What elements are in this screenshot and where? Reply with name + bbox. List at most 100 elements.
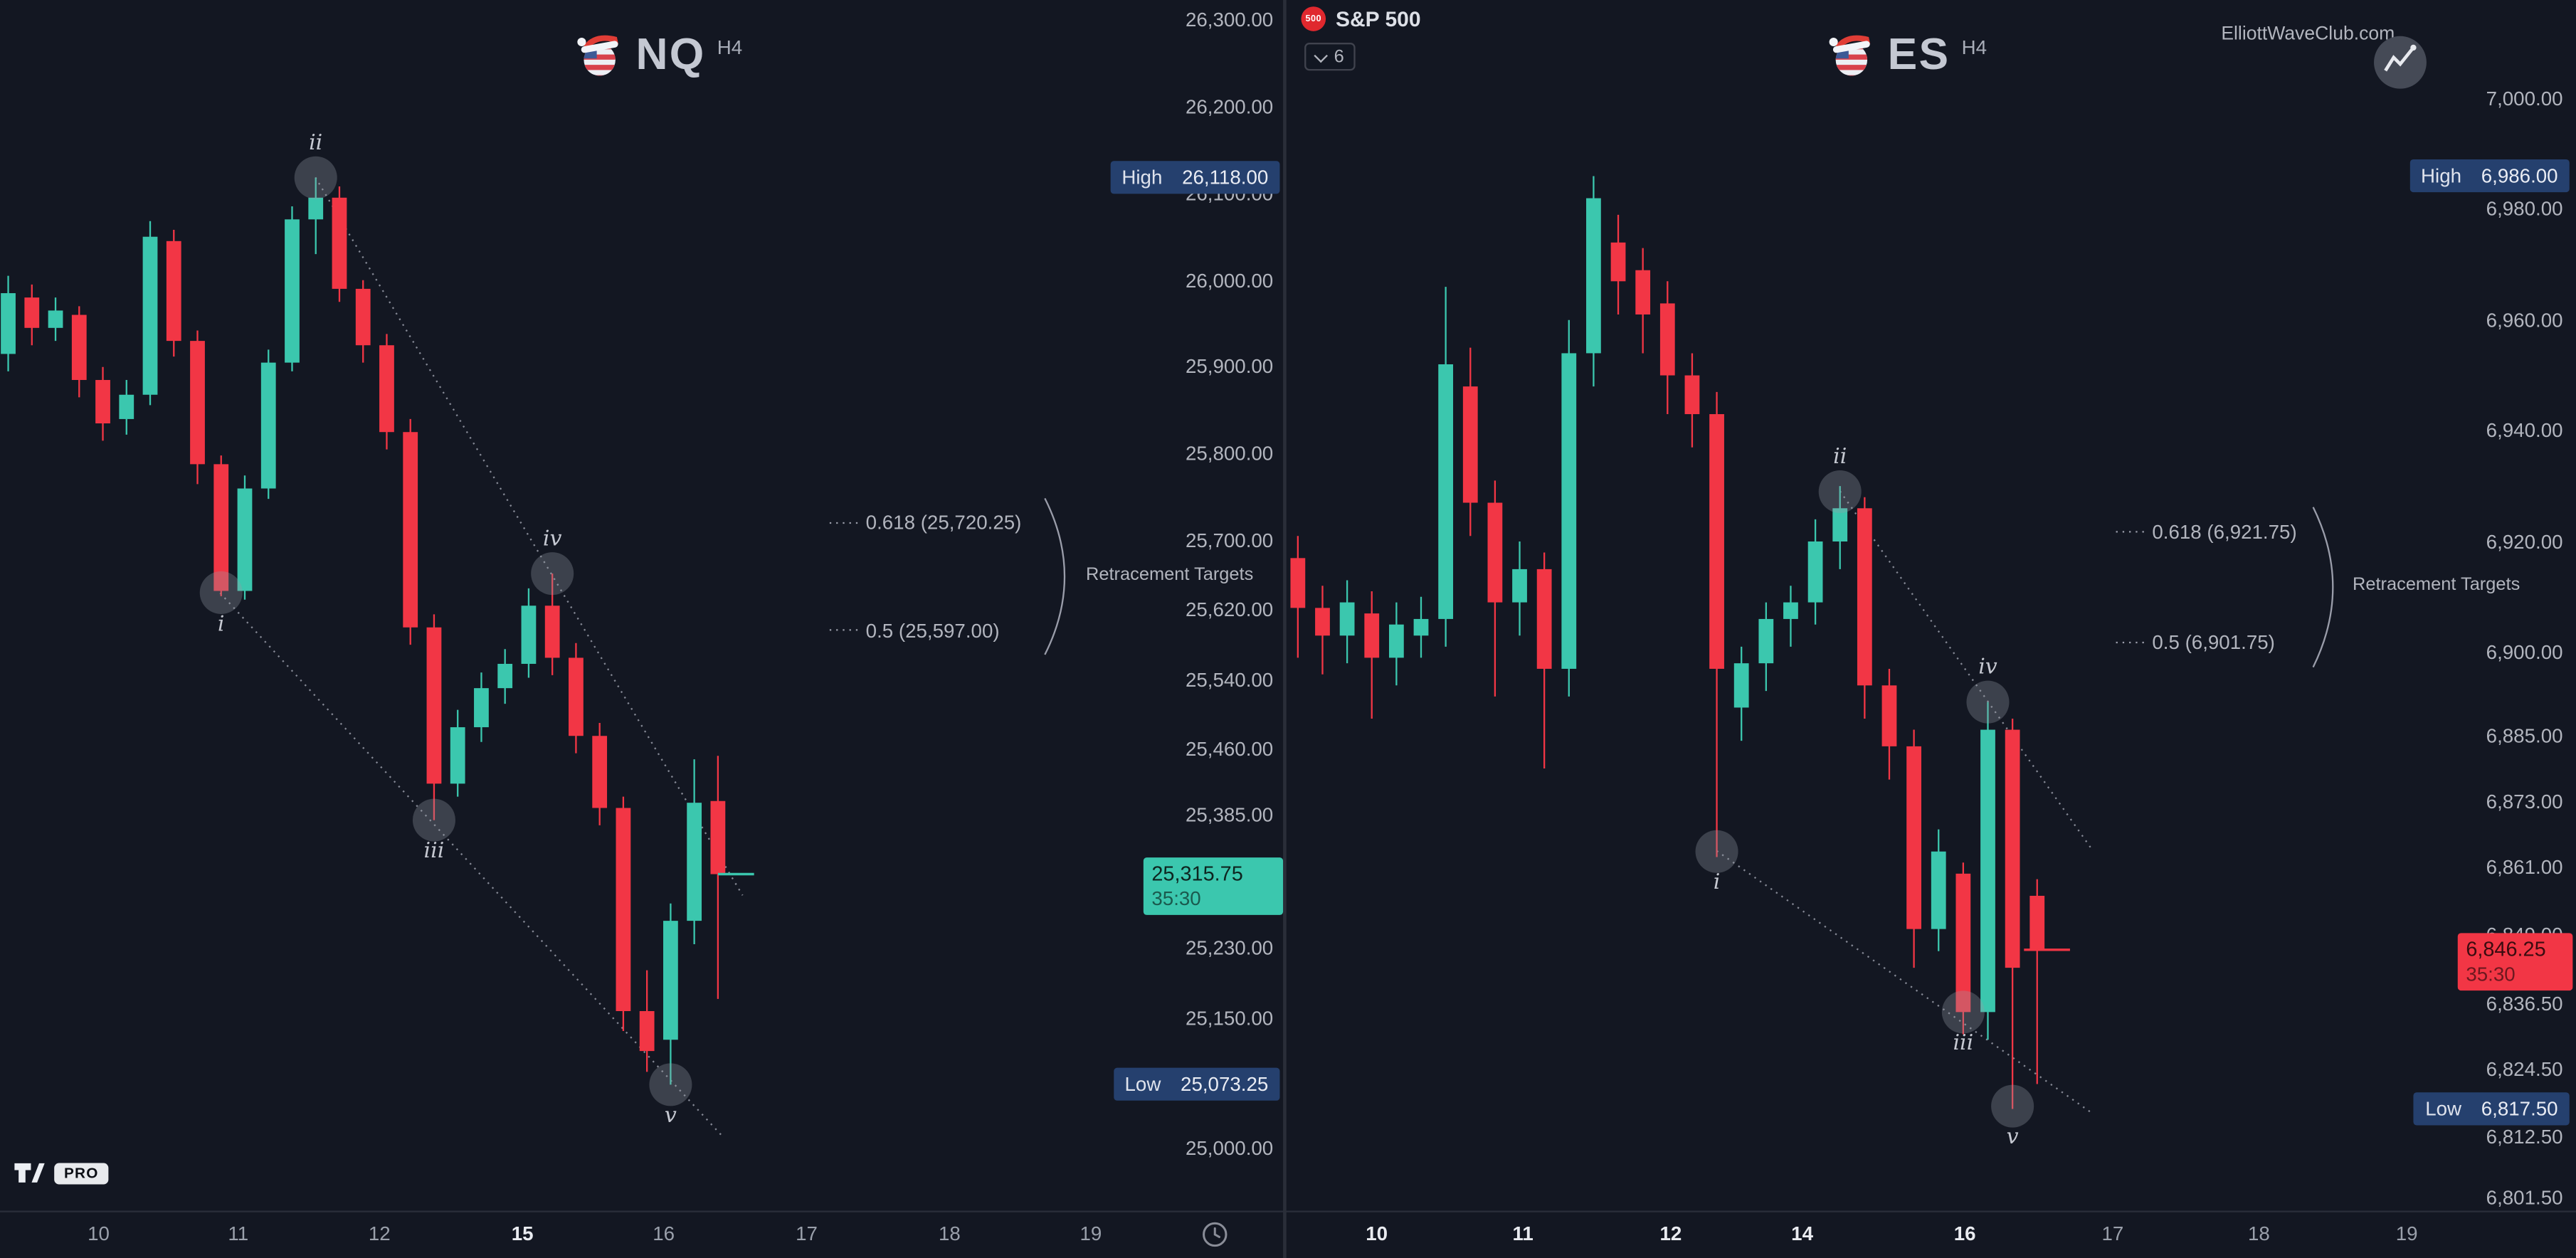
last-price-value: 25,315.75 xyxy=(1151,862,1243,886)
wave-point-circle[interactable] xyxy=(199,571,243,614)
elliott-trendline[interactable] xyxy=(1839,490,2094,852)
candle-body xyxy=(1413,618,1429,636)
low-badge: Low 25,073.25 xyxy=(1113,1068,1280,1101)
price-axis-label: 25,800.00 xyxy=(1185,442,1274,465)
es-watermark-symbol: ES xyxy=(1887,29,1951,79)
candle-body xyxy=(1931,851,1946,929)
santa-hat-flag-icon xyxy=(1829,35,1871,76)
candle-body xyxy=(1512,569,1527,603)
candle-body xyxy=(1438,364,1454,619)
candle-body xyxy=(1388,624,1404,658)
retracement-level-text[interactable]: 0.618 (6,921.75) xyxy=(2152,520,2297,544)
wave-point-circle[interactable] xyxy=(1991,1084,2034,1128)
candle-body xyxy=(1610,242,1626,282)
candle-body xyxy=(1758,618,1774,664)
wave-label-ii[interactable]: ii xyxy=(309,132,323,157)
wave-label-v[interactable]: v xyxy=(664,1104,677,1129)
wave-point-circle[interactable] xyxy=(531,552,574,596)
date-axis-label: 11 xyxy=(1512,1222,1534,1245)
low-badge-label: Low xyxy=(2425,1097,2462,1121)
date-axis-label: 12 xyxy=(1659,1222,1682,1245)
price-axis-label: 25,150.00 xyxy=(1185,1006,1274,1030)
date-axis-label: 19 xyxy=(1080,1222,1102,1245)
candle-body xyxy=(1487,502,1503,603)
price-axis-label: 25,700.00 xyxy=(1185,529,1274,552)
timezone-clock-button[interactable] xyxy=(1201,1220,1229,1248)
price-axis-label: 6,801.50 xyxy=(2486,1185,2563,1210)
price-axis-label: 26,000.00 xyxy=(1185,268,1274,292)
retracement-level-text[interactable]: 0.5 (25,597.00) xyxy=(865,618,1000,642)
price-axis-label: 26,300.00 xyxy=(1185,8,1274,31)
symbol-row[interactable]: 500 S&P 500 xyxy=(1301,6,1421,31)
candle-body xyxy=(166,240,181,342)
date-axis-label: 15 xyxy=(511,1222,534,1245)
wave-point-circle[interactable] xyxy=(1941,990,1985,1034)
candle-body xyxy=(1536,569,1552,669)
price-axis-label: 6,980.00 xyxy=(2486,197,2563,221)
date-axis-label: 14 xyxy=(1791,1222,1814,1245)
retracement-level-text[interactable]: 0.618 (25,720.25) xyxy=(865,511,1022,535)
candle-body xyxy=(142,236,158,395)
wave-label-iii[interactable]: iii xyxy=(423,840,445,865)
date-axis-label: 11 xyxy=(228,1222,249,1245)
wave-point-circle[interactable] xyxy=(294,156,337,199)
date-axis-label: 19 xyxy=(2395,1222,2418,1245)
wave-label-iv[interactable]: iv xyxy=(1978,655,1997,681)
candle-body xyxy=(1462,386,1478,503)
wave-label-i[interactable]: i xyxy=(217,612,225,638)
date-axis-label: 12 xyxy=(368,1222,391,1245)
candle-body xyxy=(1807,541,1823,603)
candle-body xyxy=(1906,746,1921,929)
wave-label-iv[interactable]: iv xyxy=(542,527,562,553)
symbol-name[interactable]: S&P 500 xyxy=(1335,6,1421,31)
date-axis-label: 16 xyxy=(1953,1222,1976,1245)
candle-body xyxy=(355,288,371,346)
wave-point-circle[interactable] xyxy=(1695,830,1738,873)
price-axis-label: 6,812.50 xyxy=(2486,1125,2563,1148)
candle-body xyxy=(2029,895,2045,950)
price-axis-label: 25,900.00 xyxy=(1185,355,1274,379)
wave-point-circle[interactable] xyxy=(1818,470,1862,513)
low-badge-value: 6,817.50 xyxy=(2481,1097,2558,1121)
candle-body xyxy=(497,663,513,689)
candle-body xyxy=(332,197,347,289)
high-badge-value: 6,986.00 xyxy=(2481,164,2558,188)
candle-body xyxy=(2005,729,2020,968)
date-axis-label: 10 xyxy=(88,1222,110,1245)
pane-divider[interactable] xyxy=(1283,0,1287,1258)
wave-label-v[interactable]: v xyxy=(2006,1126,2019,1151)
wave-point-circle[interactable] xyxy=(412,798,455,842)
candle-body xyxy=(285,219,300,363)
candle-body xyxy=(1783,602,1798,619)
high-badge: High 26,118.00 xyxy=(1110,161,1280,194)
wave-point-circle[interactable] xyxy=(649,1063,692,1106)
candle-body xyxy=(403,432,418,628)
candle-body xyxy=(592,736,608,808)
candle-body xyxy=(1832,508,1848,541)
candle-body xyxy=(1561,353,1577,669)
wave-label-i[interactable]: i xyxy=(1713,871,1721,897)
price-axis-label: 6,885.00 xyxy=(2486,724,2563,747)
elliott-trendline[interactable] xyxy=(1716,850,2094,1115)
candle-body xyxy=(1290,558,1306,608)
low-badge-label: Low xyxy=(1124,1073,1161,1096)
wave-point-circle[interactable] xyxy=(1966,680,2010,724)
retracement-level-text[interactable]: 0.5 (6,901.75) xyxy=(2152,630,2275,655)
elliott-trendline[interactable] xyxy=(315,176,744,896)
candle-body xyxy=(1980,729,1995,1013)
tradingview-pro-badge[interactable]: PRO xyxy=(13,1158,109,1188)
retracement-brace xyxy=(1044,497,1066,655)
wave-label-ii[interactable]: ii xyxy=(1833,445,1847,470)
price-axis-label: 25,460.00 xyxy=(1185,737,1274,761)
candle-body xyxy=(379,345,394,433)
candle-body xyxy=(1684,375,1700,415)
candle-body xyxy=(1709,414,1724,669)
time-axis-separator xyxy=(0,1210,2576,1212)
wave-label-iii[interactable]: iii xyxy=(1953,1032,1974,1057)
candle-body xyxy=(544,606,560,658)
price-axis-label: 25,620.00 xyxy=(1185,598,1274,622)
object-tree-toggle[interactable]: 6 xyxy=(1304,43,1356,71)
price-axis-label: 6,920.00 xyxy=(2486,529,2563,554)
